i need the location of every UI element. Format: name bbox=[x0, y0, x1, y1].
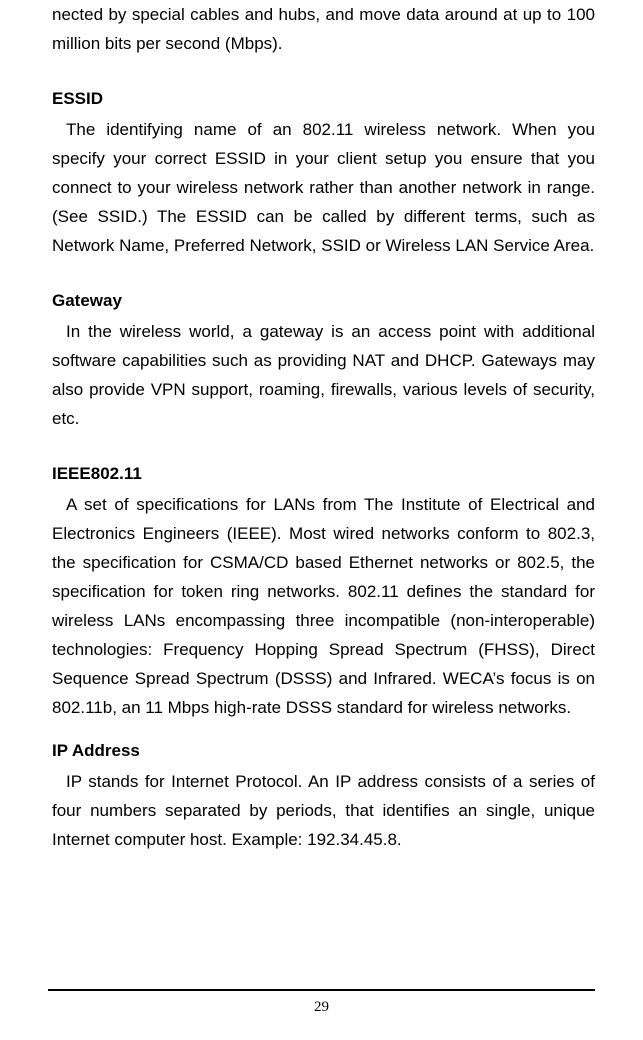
glossary-term: IEEE802.11 bbox=[52, 459, 595, 488]
continuation-paragraph: nected by special cables and hubs, and m… bbox=[52, 0, 595, 58]
footer-rule bbox=[48, 989, 595, 991]
glossary-definition: In the wireless world, a gateway is an a… bbox=[52, 317, 595, 433]
page-content: nected by special cables and hubs, and m… bbox=[52, 0, 595, 854]
page: nected by special cables and hubs, and m… bbox=[0, 0, 643, 1040]
glossary-term: Gateway bbox=[52, 286, 595, 315]
page-footer: 29 bbox=[48, 989, 595, 1016]
glossary-definition: The identifying name of an 802.11 wirele… bbox=[52, 115, 595, 260]
glossary-definition: IP stands for Internet Protocol. An IP a… bbox=[52, 767, 595, 854]
glossary-definition: A set of specifications for LANs from Th… bbox=[52, 490, 595, 722]
page-number: 29 bbox=[48, 999, 595, 1016]
glossary-term: IP Address bbox=[52, 736, 595, 765]
glossary-term: ESSID bbox=[52, 84, 595, 113]
